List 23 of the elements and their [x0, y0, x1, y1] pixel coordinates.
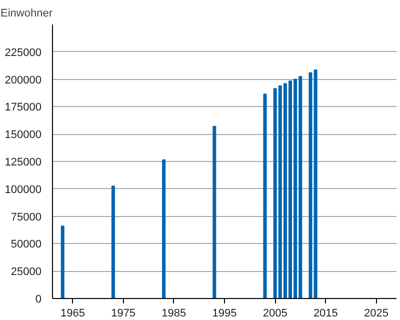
y-tick-label: 150000 [4, 129, 42, 142]
y-axis-title: Einwohner [0, 8, 53, 20]
x-tick-label: 1965 [60, 308, 85, 320]
x-tick-label: 1995 [212, 308, 237, 320]
bar [60, 226, 64, 298]
x-tick-label: 1985 [162, 308, 186, 320]
x-tick-label: 1975 [111, 308, 136, 320]
bar [212, 126, 216, 298]
bar [162, 159, 166, 298]
bar [111, 186, 115, 298]
y-tick-label: 200000 [4, 74, 42, 86]
y-tick-label: 125000 [4, 156, 42, 168]
y-tick-label: 75000 [10, 211, 42, 224]
x-tick-label: 2005 [262, 308, 288, 320]
y-tick-label: 225000 [4, 46, 42, 59]
y-tick-label: 100000 [4, 184, 42, 196]
x-tick-label: 2025 [364, 308, 389, 320]
y-tick-label: 0 [35, 294, 42, 306]
y-tick-label: 175000 [4, 102, 42, 114]
bar [263, 94, 267, 298]
y-tick-label: 50000 [10, 238, 42, 251]
y-tick-label: 25000 [10, 266, 42, 278]
x-tick-label: 2015 [313, 308, 338, 320]
